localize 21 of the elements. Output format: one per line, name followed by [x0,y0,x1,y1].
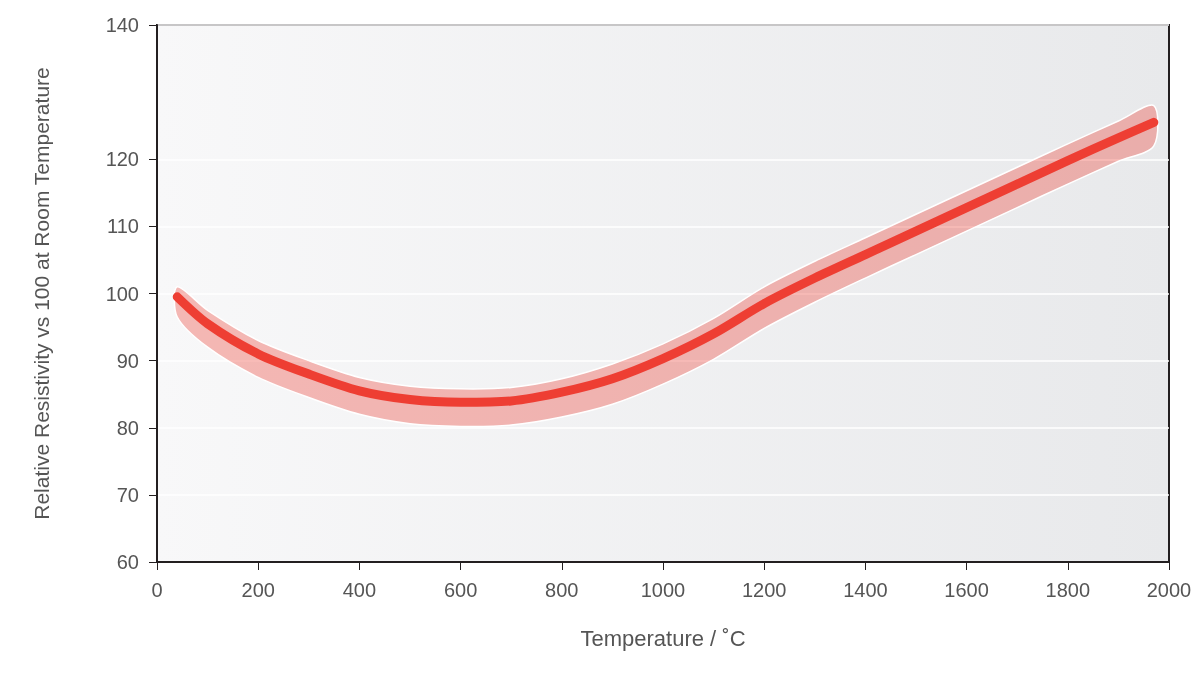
x-tick-label: 400 [342,579,377,601]
y-tick-label: 120 [105,148,139,171]
y-tick-label: 140 [105,14,139,36]
x-tick-label: 200 [241,579,275,601]
x-tick-label: 1200 [741,579,787,601]
x-tick-label: 1000 [640,579,686,601]
x-tick-label: 2000 [1146,579,1192,601]
y-tick-label: 80 [116,416,139,439]
y-tick-label: 60 [116,551,139,573]
y-tick-label: 90 [116,349,139,372]
y-tick-label: 70 [116,483,139,506]
x-tick-label: 1800 [1045,579,1091,601]
x-tick-label: 1600 [944,579,989,601]
x-tick-label: 0 [151,579,163,601]
x-axis-title: Temperature / ˚C [580,625,746,651]
x-tick-label: 600 [443,579,478,601]
x-tick-label: 800 [545,579,579,601]
y-axis-title: Relative Resistivity vs 100 at Room Temperature [30,67,53,520]
y-tick-label: 110 [107,215,139,238]
x-tick-label: 1400 [843,579,888,601]
y-tick-label: 100 [105,282,139,305]
